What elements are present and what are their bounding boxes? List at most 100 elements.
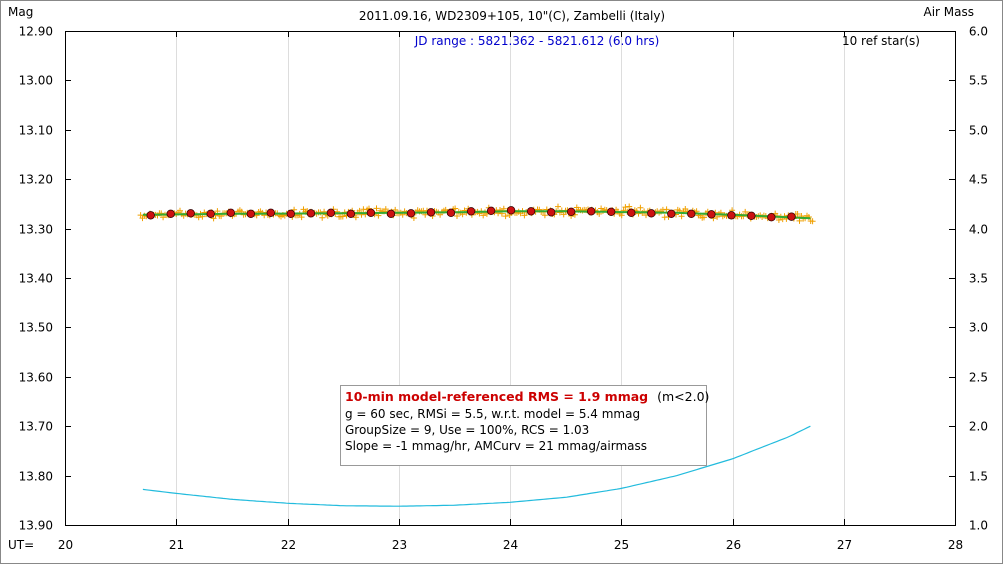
binned-points (146, 206, 796, 222)
y-right-tick-label: 5.5 (969, 74, 988, 88)
binned-point (446, 208, 456, 217)
y-left-tick-label: 13.50 (19, 321, 53, 335)
x-tick-label: 26 (726, 538, 741, 552)
binned-point (226, 208, 235, 217)
x-tick-label: 24 (503, 538, 518, 552)
raw-point-plus (663, 206, 670, 213)
binned-point (326, 208, 336, 217)
binned-point (366, 208, 376, 217)
raw-point-plus (502, 213, 509, 220)
y-right-tick-label: 4.5 (969, 173, 988, 187)
y-left-tick-label: 13.20 (19, 173, 53, 187)
raw-point-plus (373, 205, 380, 212)
y-right-tick-label: 2.5 (969, 371, 988, 385)
binned-point (526, 207, 536, 216)
binned-point (747, 211, 756, 220)
binned-point (346, 209, 356, 218)
y-right-tick-label: 6.0 (969, 25, 988, 39)
y-right-tick-label: 2.0 (969, 420, 988, 434)
binned-point (587, 207, 596, 216)
binned-point (767, 212, 776, 222)
binned-point (146, 211, 155, 220)
x-tick-label: 27 (837, 538, 852, 552)
raw-point-plus (775, 217, 782, 223)
stats-box: 10-min model-referenced RMS = 1.9 mmag (… (340, 385, 709, 466)
raw-point-plus (454, 213, 460, 219)
binned-point (567, 207, 576, 216)
binned-point (186, 209, 195, 218)
y-left-tick-label: 13.30 (19, 223, 53, 237)
binned-point (687, 209, 696, 218)
y-left-tick-label: 13.40 (19, 272, 53, 286)
raw-point-plus (560, 211, 567, 218)
y-right-tick-label: 1.0 (969, 519, 988, 533)
y-right-tick-label: 3.0 (969, 321, 988, 335)
stats-box-frame (340, 385, 707, 466)
binned-point (306, 209, 316, 218)
binned-point (727, 211, 736, 220)
y-axis-right-ticks: 6.0 5.5 5.0 4.5 4.0 3.5 3.0 2.5 2.0 1.5 1.0 (949, 25, 988, 533)
stats-headline-suffix: (m<2.0) (657, 389, 709, 404)
stats-line-3: GroupSize = 9, Use = 100%, RCS = 1.03 (345, 423, 589, 437)
y-axis-left-ticks: 12.90 13.00 13.10 13.20 13.30 13.40 13.50 13.60… (19, 25, 71, 533)
binned-point (406, 209, 416, 218)
raw-point-plus (339, 213, 346, 220)
x-axis-ticks: 20 21 22 23 24 25 26 27 28 (58, 31, 963, 552)
raw-point-plus (678, 213, 685, 220)
raw-point-plus (319, 214, 326, 221)
stats-line-2: g = 60 sec, RMSi = 5.5, w.r.t. model = 5… (345, 407, 640, 421)
y-axis-right-label: Air Mass (923, 5, 974, 19)
binned-point (166, 209, 175, 218)
x-tick-label: 21 (169, 538, 184, 552)
raw-point-plus (809, 218, 816, 225)
binned-point (486, 206, 496, 215)
x-tick-label: 28 (948, 538, 963, 552)
y-right-tick-label: 3.5 (969, 272, 988, 286)
raw-point-plus (637, 204, 644, 211)
y-left-tick-label: 13.70 (19, 420, 53, 434)
ref-stars-label: 10 ref star(s) (842, 34, 920, 48)
raw-point-plus (298, 214, 305, 221)
stats-headline: 10-min model-referenced RMS = 1.9 mmag (345, 389, 648, 404)
binned-point (607, 207, 616, 216)
binned-point (627, 208, 636, 217)
raw-point-plus (382, 206, 389, 213)
y-left-tick-label: 13.60 (19, 371, 53, 385)
grid-lines (176, 31, 845, 525)
y-left-tick-label: 13.80 (19, 470, 53, 484)
x-tick-label: 25 (614, 538, 629, 552)
y-right-tick-label: 4.0 (969, 223, 988, 237)
binned-point (386, 209, 396, 218)
binned-point (707, 210, 716, 219)
y-left-tick-label: 12.90 (19, 25, 53, 39)
raw-point-plus (452, 205, 459, 212)
raw-point-plus (195, 214, 202, 221)
binned-point (426, 208, 436, 217)
binned-point (206, 209, 215, 218)
raw-point-plus (555, 203, 561, 210)
raw-point-plus (701, 214, 707, 221)
binned-point (506, 206, 516, 215)
binned-point (667, 209, 676, 218)
jd-range-label: JD range : 5821.362 - 5821.612 (6.0 hrs) (414, 34, 660, 48)
raw-point-plus (796, 217, 803, 224)
binned-point (547, 208, 556, 217)
y-right-tick-label: 1.5 (969, 470, 988, 484)
chart-title: 2011.09.16, WD2309+105, 10"(C), Zambelli… (359, 9, 665, 23)
x-tick-label: 23 (392, 538, 407, 552)
y-left-tick-label: 13.90 (19, 519, 53, 533)
raw-point-plus (177, 207, 183, 214)
binned-point (647, 209, 656, 218)
raw-point-plus (794, 211, 801, 217)
y-left-tick-label: 13.10 (19, 124, 53, 138)
x-axis-label: UT= (8, 538, 34, 552)
raw-point-plus (541, 212, 548, 219)
binned-point (286, 209, 295, 218)
stats-line-4: Slope = -1 mmag/hr, AMCurv = 21 mmag/air… (345, 439, 647, 453)
binned-point (787, 212, 796, 221)
x-tick-label: 20 (58, 538, 73, 552)
x-tick-label: 22 (281, 538, 296, 552)
raw-point-plus (622, 204, 629, 211)
binned-point (266, 208, 275, 217)
